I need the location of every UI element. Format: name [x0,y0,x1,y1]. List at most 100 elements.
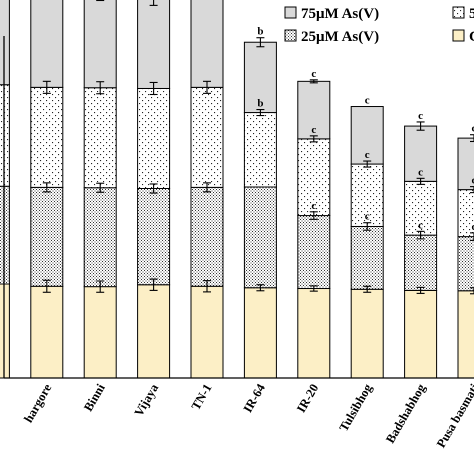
legend-swatch [284,6,297,19]
x-tick-label: TN-1 [189,382,215,413]
legend-swatch [452,29,465,42]
x-tick-label: Binni [81,381,108,414]
error-bar [203,280,211,293]
error-bar [149,278,158,291]
error-bar [42,279,51,293]
bar-segment-0-2 [83,286,117,379]
error-bar [470,186,474,194]
bar-segment-1-1 [30,186,64,287]
bar-segment-3-9 [457,137,474,191]
error-bar [363,160,372,168]
error-bar [309,285,318,292]
significance-label: c [311,68,316,80]
error-bar [203,182,211,193]
bar-segment-1-9 [457,236,474,292]
legend-label: C [469,29,474,45]
bar-segment-3-1 [30,0,64,88]
bar-segment-0-1 [30,285,64,379]
bar-segment-0-7 [350,288,384,379]
legend-entry: 5C [452,6,474,22]
x-tick-label: Tulsibhog [336,381,375,434]
error-bar [42,182,51,193]
significance-label: c [365,149,370,161]
x-tick-label: Badshabhog [383,381,429,446]
significance-label: c [418,110,423,122]
error-bar [363,222,372,231]
x-tick-label: hargore [21,381,54,425]
bar-segment-2-4 [190,86,224,188]
bar-segment-3-4 [190,0,224,88]
x-tick-label: IR-20 [294,382,321,415]
error-bar [96,182,105,193]
error-bar [149,81,158,96]
error-bar [149,183,158,194]
error-bar [470,232,474,241]
bar-segment-1-3 [137,187,171,286]
significance-label: c [365,95,370,107]
bar-segment-0-6 [297,288,331,379]
legend-entry: 75μM As(V) [284,6,379,22]
error-bar [96,81,105,95]
significance-label: c [311,200,316,212]
x-tick-label: IR-64 [241,381,269,415]
significance-label: c [365,211,370,223]
legend-label: 75μM As(V) [301,6,379,22]
legend-swatch [452,6,465,19]
error-bar [309,211,318,220]
error-bar [309,79,318,84]
error-bar [416,230,425,240]
bar-segment-2-6 [297,138,331,217]
bar-segment-3-5 [243,41,277,114]
bar-segment-2-1 [30,86,64,188]
bar-segment-0-3 [137,284,171,379]
bar-segment-3-3 [137,0,171,89]
bar-segment-2-3 [137,87,171,189]
bar-segment-2-0 [0,84,10,187]
error-bar [416,121,425,131]
error-bar [416,177,425,185]
error-bar [470,134,474,143]
significance-label: b [257,98,263,110]
legend-label: 5C [469,6,474,22]
significance-label: c [472,221,474,233]
error-bar [309,135,318,143]
bar-segment-1-5 [243,186,277,289]
bar-segment-2-8 [404,180,438,236]
error-bar [256,284,265,292]
bar-segment-2-9 [457,189,474,238]
error-bar [416,286,425,294]
bar-segment-0-0 [0,283,10,379]
bar-segment-3-0 [0,0,10,86]
legend-swatch [284,29,297,42]
error-bar [203,80,211,94]
bar-segment-0-5 [243,287,277,379]
legend-entry: 25μM As(V) [284,29,379,45]
error-bar [96,280,105,293]
significance-label: c [311,124,316,136]
bar-segment-1-4 [190,186,224,287]
error-bar [149,0,158,6]
error-bar [470,287,474,295]
bar-segment-0-9 [457,290,474,379]
legend: 75μM As(V) 5C 25μM As(V) C [284,6,474,45]
x-tick-label: Vijaya [132,381,162,419]
bar-segment-2-7 [350,163,384,227]
x-tick-labels-layer: hargore Binni Vijaya TN-1 IR-64 IR-20 Tulsibho… [21,381,474,450]
bar-segment-0-8 [404,289,438,379]
bar-segment-0-4 [190,285,224,379]
x-tick-label: Pusa basmati [434,381,474,450]
significance-label: c [472,175,474,187]
legend-entry: C [452,29,474,45]
bar-segment-2-5 [243,112,277,188]
error-bars-layer [42,0,474,295]
error-bar [256,108,265,117]
error-bar [42,80,51,94]
significance-labels-layer: bbccccccccccccccc [257,26,474,233]
bar-segment-1-7 [350,225,384,290]
significance-label: c [418,219,423,231]
bar-segment-2-2 [83,87,117,189]
bar-segment-3-2 [83,0,117,89]
bar-segment-1-8 [404,234,438,291]
error-bar [363,285,372,293]
